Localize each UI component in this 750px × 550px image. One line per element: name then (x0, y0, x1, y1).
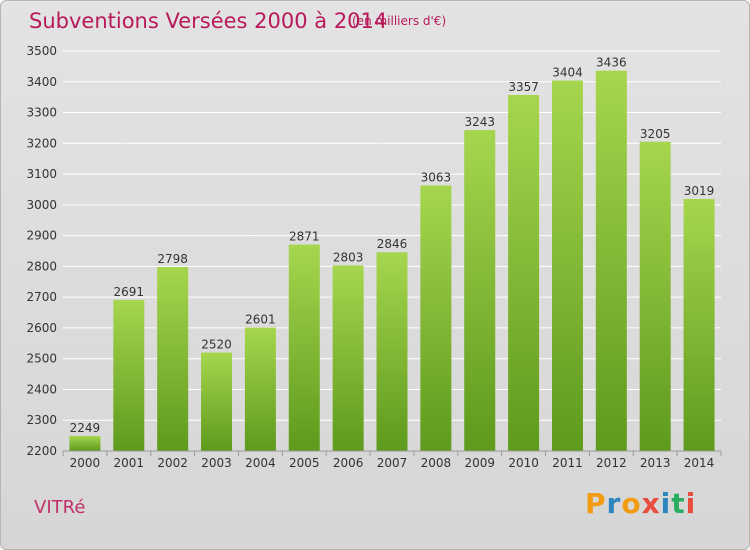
y-tick-label: 3300 (26, 106, 57, 120)
x-tick-label: 2007 (377, 456, 408, 470)
x-tick-label: 2003 (201, 456, 232, 470)
y-tick-label: 3200 (26, 136, 57, 150)
chart-subtitle: (en milliers d'€) (352, 14, 447, 28)
data-label: 3063 (421, 170, 452, 184)
x-tick-label: 2005 (289, 456, 320, 470)
logo-letter: x (641, 487, 661, 520)
y-tick-label: 2700 (26, 290, 57, 304)
proxiti-logo: Proxiti (585, 487, 696, 520)
bar-2008 (420, 185, 452, 451)
data-label: 2691 (114, 285, 145, 299)
data-label: 3243 (464, 115, 495, 129)
x-tick-label: 2004 (245, 456, 276, 470)
bar-2003 (201, 352, 233, 451)
bar-2013 (639, 141, 671, 451)
data-label: 2249 (70, 421, 101, 435)
x-tick-label: 2000 (70, 456, 101, 470)
logo-letter: P (585, 487, 607, 520)
x-tick-label: 2009 (464, 456, 495, 470)
data-label: 3205 (640, 127, 671, 141)
x-tick-label: 2008 (421, 456, 452, 470)
x-tick-label: 2002 (157, 456, 188, 470)
bar-2007 (376, 252, 408, 451)
y-tick-label: 2200 (26, 444, 57, 458)
y-tick-label: 3000 (26, 198, 57, 212)
bar-2005 (288, 244, 320, 451)
y-tick-label: 3400 (26, 75, 57, 89)
x-tick-label: 2013 (640, 456, 671, 470)
logo-letter: i (660, 487, 672, 520)
x-tick-label: 2014 (684, 456, 715, 470)
logo-letter: r (606, 487, 622, 520)
bar-2006 (332, 265, 364, 451)
y-tick-label: 2900 (26, 229, 57, 243)
logo-letter: i (685, 487, 697, 520)
x-tick-label: 2010 (508, 456, 539, 470)
data-label: 3019 (684, 184, 715, 198)
data-label: 3436 (596, 56, 627, 70)
bar-2001 (113, 299, 145, 451)
bar-2012 (595, 70, 627, 451)
y-tick-label: 3500 (26, 44, 57, 58)
x-tick-label: 2001 (114, 456, 145, 470)
data-label: 2601 (245, 313, 276, 327)
y-tick-label: 2800 (26, 259, 57, 273)
x-tick-label: 2012 (596, 456, 627, 470)
x-tick-label: 2006 (333, 456, 364, 470)
bar-2004 (244, 327, 276, 451)
data-labels: 2249 2691 2798 2520 2601 2871 2803 2846 3063 3243… (70, 56, 715, 435)
bar-2010 (508, 95, 540, 451)
y-tick-label: 2500 (26, 352, 57, 366)
data-label: 2520 (201, 338, 232, 352)
bar-2002 (157, 267, 189, 451)
bar-2009 (464, 130, 496, 452)
y-tick-label: 3100 (26, 167, 57, 181)
chart-title: Subventions Versées 2000 à 2014 (29, 9, 388, 33)
bar-2014 (683, 199, 715, 451)
data-label: 2798 (157, 252, 188, 266)
bar-2011 (551, 80, 583, 452)
bars (69, 70, 715, 452)
data-label: 2803 (333, 250, 364, 264)
logo-letter: o (621, 487, 642, 520)
y-tick-label: 2400 (26, 382, 57, 396)
x-tick-label: 2011 (552, 456, 583, 470)
y-axis: 2200 2300 2400 2500 2600 2700 2800 2900 3000 3100… (26, 44, 57, 458)
data-label: 2846 (377, 237, 408, 251)
data-label: 2871 (289, 230, 320, 244)
bar-2000 (69, 435, 101, 451)
data-label: 3404 (552, 66, 583, 80)
logo-letter: t (671, 487, 686, 520)
y-tick-label: 2600 (26, 321, 57, 335)
x-axis: 2000 2001 2002 2003 2004 2005 2006 2007 2008 2009… (62, 450, 722, 470)
commune-name: VITRé (34, 497, 86, 518)
data-label: 3357 (508, 80, 539, 94)
y-tick-label: 2300 (26, 413, 57, 427)
